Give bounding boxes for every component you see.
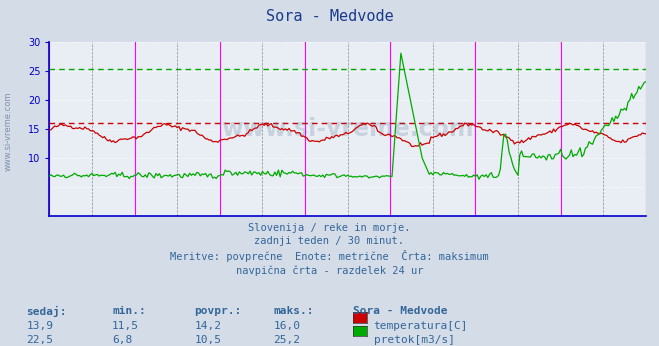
Text: 14,2: 14,2 <box>194 321 221 331</box>
Text: 11,5: 11,5 <box>112 321 139 331</box>
Text: temperatura[C]: temperatura[C] <box>374 321 468 331</box>
Text: www.si-vreme.com: www.si-vreme.com <box>221 117 474 141</box>
Text: 6,8: 6,8 <box>112 335 132 345</box>
Text: Slovenija / reke in morje.
zadnji teden / 30 minut.
Meritve: povprečne  Enote: m: Slovenija / reke in morje. zadnji teden … <box>170 223 489 276</box>
Text: www.si-vreme.com: www.si-vreme.com <box>3 92 13 171</box>
Text: min.:: min.: <box>112 306 146 316</box>
Text: 22,5: 22,5 <box>26 335 53 345</box>
Text: pretok[m3/s]: pretok[m3/s] <box>374 335 455 345</box>
Text: 10,5: 10,5 <box>194 335 221 345</box>
Text: Sora - Medvode: Sora - Medvode <box>266 9 393 24</box>
Text: povpr.:: povpr.: <box>194 306 242 316</box>
Text: 13,9: 13,9 <box>26 321 53 331</box>
Text: Sora - Medvode: Sora - Medvode <box>353 306 447 316</box>
Text: maks.:: maks.: <box>273 306 314 316</box>
Text: sedaj:: sedaj: <box>26 306 67 317</box>
Text: 25,2: 25,2 <box>273 335 301 345</box>
Text: 16,0: 16,0 <box>273 321 301 331</box>
